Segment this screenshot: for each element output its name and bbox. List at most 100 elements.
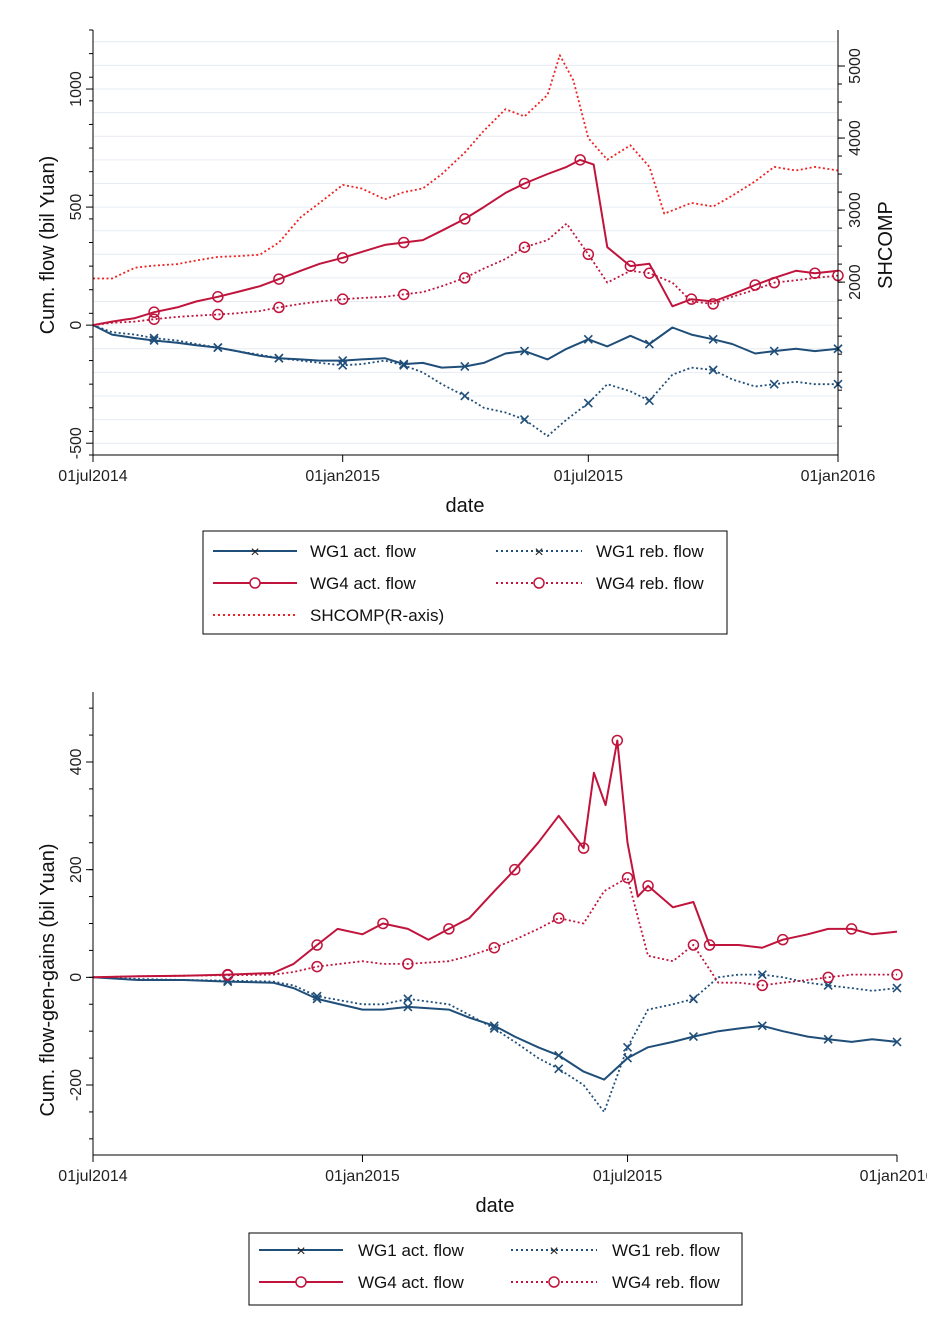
- legend-wg1-reb: WG1 reb. flow: [612, 1241, 720, 1260]
- x-tick-label: 01jan2016: [801, 468, 876, 485]
- data-point: [685, 293, 698, 305]
- y-tick-label: -500: [68, 427, 85, 459]
- data-point: [312, 991, 322, 1001]
- data-point: [489, 1021, 499, 1031]
- y2-tick-label: 5000: [847, 48, 864, 84]
- data-point: [583, 334, 593, 344]
- y-tick-label: 500: [68, 194, 85, 221]
- legend-marker-wg1-act: ×: [296, 1243, 305, 1260]
- data-point: [583, 398, 593, 408]
- data-point: [823, 1034, 833, 1044]
- data-point: [892, 1037, 902, 1047]
- data-point: [148, 306, 160, 318]
- data-point: [519, 415, 530, 425]
- data-point: [688, 994, 699, 1004]
- y-tick-label: 0: [68, 973, 85, 982]
- legend-marker-wg4-act: [249, 577, 261, 589]
- data-point: [845, 923, 858, 935]
- series-line-4: [93, 54, 839, 280]
- x-axis-label: date: [446, 495, 485, 517]
- data-point: [402, 958, 414, 970]
- data-point: [769, 379, 779, 389]
- y-axis-label: Cum. flow-gen-gains (bil Yuan): [37, 843, 59, 1116]
- legend-marker-wg1-reb: ×: [534, 544, 543, 561]
- data-point: [642, 880, 654, 892]
- data-point: [552, 912, 565, 924]
- chart-bottom: -200 0 200 400 01jul2014 01jan2015 01jul2015 01…: [37, 692, 927, 1306]
- data-point: [757, 1021, 767, 1031]
- axes: -500 0 500 1000 2000 3000 4000 5000 01jul2014 01j…: [58, 29, 876, 485]
- data-point: [644, 396, 654, 406]
- x-tick-label: 01jul2015: [593, 1168, 663, 1185]
- data-point: [891, 968, 903, 981]
- series-line-2: [92, 158, 839, 327]
- data-point: [757, 970, 767, 980]
- data-point: [274, 353, 284, 363]
- data-point: [399, 359, 409, 369]
- y-tick-label: 400: [68, 749, 85, 776]
- chart-top: -500 0 500 1000 2000 3000 4000 5000 01jul2014 01j…: [37, 29, 897, 635]
- x-axis-label: date: [476, 1195, 515, 1217]
- data-point: [707, 298, 719, 310]
- x-tick-label: 01jul2015: [554, 468, 624, 485]
- data-point: [148, 313, 160, 325]
- legend-wg1-act: WG1 act. flow: [310, 542, 417, 561]
- data-point: [644, 339, 654, 349]
- y2-axis-label: SHCOMP: [875, 201, 897, 289]
- data-point: [621, 871, 634, 884]
- data-point: [311, 939, 323, 951]
- series-line-0: [92, 324, 839, 369]
- data-point: [574, 154, 586, 166]
- legend: × WG1 act. flow × WG1 reb. flow WG4 act.…: [202, 530, 728, 635]
- y2-tick-label: 4000: [847, 120, 864, 156]
- data-point: [519, 346, 530, 356]
- x-tick-label: 01jul2014: [58, 1168, 128, 1185]
- data-point: [622, 1053, 633, 1063]
- legend: × WG1 act. flow × WG1 reb. flow WG4 act.…: [248, 1232, 743, 1306]
- data-point: [769, 346, 779, 356]
- data-point: [149, 333, 159, 343]
- data-point: [459, 272, 471, 284]
- data-point: [756, 979, 769, 992]
- data-point: [611, 734, 624, 747]
- y-tick-label: 0: [68, 321, 85, 330]
- legend-marker-wg4-reb: [548, 1276, 560, 1288]
- y-axis-label: Cum. flow (bil Yuan): [37, 156, 59, 335]
- legend-shcomp: SHCOMP(R-axis): [310, 606, 444, 625]
- data-point: [212, 291, 224, 303]
- data-point: [687, 939, 700, 951]
- data-point: [460, 361, 470, 372]
- data-point: [703, 939, 716, 951]
- legend-wg1-act: WG1 act. flow: [358, 1241, 465, 1260]
- legend-wg4-act: WG4 act. flow: [358, 1273, 465, 1292]
- data-point: [377, 917, 389, 930]
- series-line-3: [92, 876, 897, 987]
- data-point: [336, 252, 349, 264]
- legend-wg4-reb: WG4 reb. flow: [596, 574, 704, 593]
- data-point: [221, 969, 234, 981]
- data-point: [311, 960, 323, 973]
- data-point: [518, 177, 531, 190]
- grid-lines: [93, 41, 838, 444]
- legend-marker-wg4-reb: [533, 577, 545, 589]
- data-point: [338, 360, 348, 370]
- x-tick-label: 01jul2014: [58, 468, 128, 485]
- axes: -200 0 200 400 01jul2014 01jan2015 01jul2015 01…: [58, 692, 927, 1185]
- y-tick-label: 1000: [68, 71, 85, 107]
- data-point: [622, 1042, 633, 1052]
- series-layer: [92, 734, 903, 1113]
- data-point: [459, 213, 471, 225]
- y2-tick-label: 2000: [847, 264, 864, 300]
- data-point: [892, 983, 902, 993]
- data-point: [749, 279, 761, 291]
- data-point: [398, 236, 410, 249]
- data-point: [212, 308, 224, 321]
- data-point: [509, 863, 521, 876]
- data-point: [398, 288, 410, 301]
- data-point: [399, 360, 409, 370]
- x-tick-label: 01jan2016: [860, 1168, 927, 1185]
- series-layer: [92, 54, 844, 438]
- data-point: [489, 1023, 499, 1034]
- data-point: [213, 343, 223, 353]
- legend-wg4-reb: WG4 reb. flow: [612, 1273, 720, 1292]
